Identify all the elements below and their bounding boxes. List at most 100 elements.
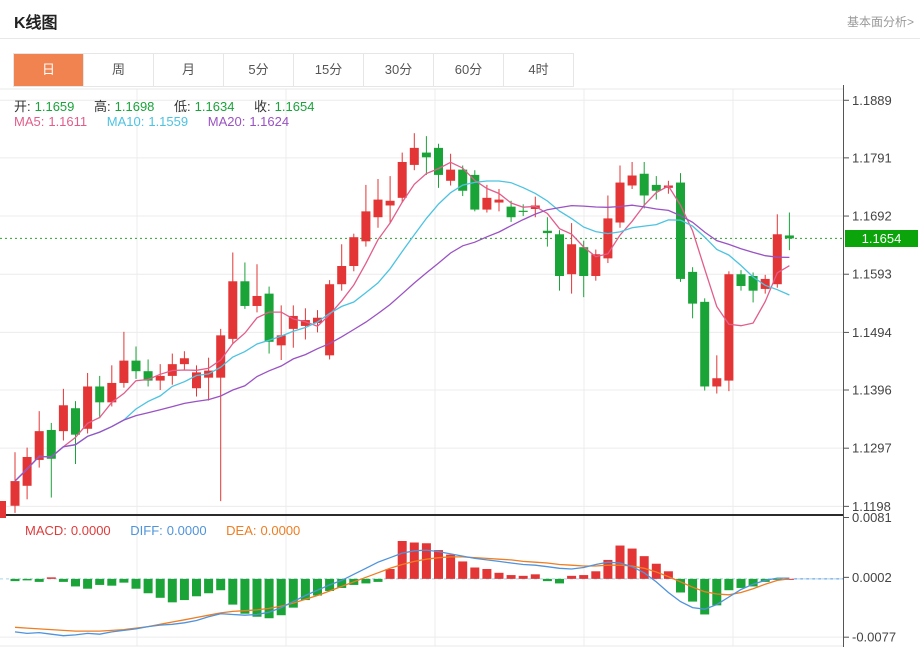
tab-month[interactable]: 月 [153, 54, 223, 86]
macd-bar [615, 545, 625, 579]
macd-bar [361, 578, 371, 584]
candle-body [397, 161, 407, 198]
candle-body [494, 199, 504, 203]
diff-value: 0.0000 [166, 523, 207, 538]
macd-label: MACD: [25, 523, 67, 538]
dea-value: 0.0000 [260, 523, 301, 538]
macd-bar [119, 578, 129, 583]
tab-day[interactable]: 日 [14, 54, 83, 86]
macd-bar [434, 550, 443, 579]
low-value: 1.1634 [194, 99, 235, 114]
macd-bar [567, 575, 577, 579]
candle-body [337, 266, 347, 285]
macd-bar [313, 578, 322, 596]
candle-body [784, 235, 794, 239]
macd-bar [530, 574, 540, 579]
candle-body [748, 275, 758, 291]
candle-body [567, 244, 577, 275]
candle-body [252, 295, 262, 306]
macd-bar [10, 578, 20, 582]
macd-bar [494, 572, 504, 579]
macd-bar [639, 556, 649, 579]
y-tick-label: 1.1198 [852, 499, 891, 514]
candle-body [155, 375, 165, 381]
macd-tick-label: 0.0081 [852, 510, 892, 525]
candle-body [712, 378, 722, 387]
candle-body [506, 206, 516, 218]
candle-body [434, 147, 443, 175]
macd-bar [34, 578, 44, 582]
macd-bar [542, 578, 552, 582]
macd-bar [712, 578, 722, 606]
macd-bar [264, 578, 274, 619]
macd-bar [458, 561, 468, 579]
high-label: 高: [94, 99, 111, 114]
macd-bar [155, 578, 165, 598]
tab-week[interactable]: 周 [83, 54, 153, 86]
tab-30min[interactable]: 30分 [363, 54, 433, 86]
macd-bar [337, 578, 347, 588]
macd-bar [724, 578, 734, 591]
page-title: K线图 [14, 15, 58, 32]
macd-bar [482, 569, 492, 579]
y-tick-label: 1.1297 [852, 441, 892, 456]
candle-body [579, 247, 589, 276]
ma20-line [14, 204, 790, 482]
macd-bar [421, 543, 431, 579]
candle-body [760, 278, 770, 289]
tab-60min[interactable]: 60分 [433, 54, 503, 86]
macd-bar [300, 578, 310, 601]
close-label: 收: [254, 99, 271, 114]
candle-body [470, 174, 480, 210]
macd-bar [603, 559, 613, 579]
price-axis: 1.1889 1.1791 1.1692 1.1593 1.1494 1.1396 1.12… [843, 85, 896, 647]
macd-bar [663, 571, 673, 579]
tab-15min[interactable]: 15分 [293, 54, 363, 86]
candle-body [143, 371, 153, 381]
candle-body [482, 197, 492, 210]
macd-bar [651, 563, 661, 579]
macd-bar [748, 578, 758, 587]
tab-5min[interactable]: 5分 [223, 54, 293, 86]
tab-4hour[interactable]: 4时 [503, 54, 573, 86]
macd-bar [167, 578, 177, 603]
candle-body [58, 405, 68, 432]
macd-bar [204, 578, 214, 594]
candles-layer [10, 133, 794, 513]
candle-body [688, 271, 698, 304]
candle-body [349, 237, 359, 267]
candle-body [409, 147, 419, 165]
y-tick-label: 1.1396 [852, 383, 892, 398]
candle-body [46, 429, 56, 459]
macd-bar [591, 571, 601, 579]
candle-body [107, 382, 117, 403]
candle-body [555, 234, 564, 276]
macd-bar [228, 578, 238, 605]
macd-bar [688, 578, 698, 602]
macd-bar [736, 578, 746, 588]
fundamental-analysis-link[interactable]: 基本面分析> [846, 15, 914, 29]
macd-bar [579, 575, 589, 579]
candle-body [313, 317, 322, 324]
candle-body [10, 481, 20, 506]
ma-legend: MA5: 1.1611 MA10: 1.1559 MA20: 1.1624 [14, 114, 293, 129]
macd-bar [397, 540, 407, 579]
macd-bar [700, 578, 710, 615]
candle-body [639, 173, 649, 196]
ma5-line [14, 161, 790, 482]
ma5-value: 1.1611 [48, 114, 88, 129]
candle-body [131, 360, 141, 372]
macd-bar [409, 542, 419, 579]
macd-bar [627, 548, 637, 579]
macd-bar [288, 578, 298, 608]
macd-bar [179, 578, 189, 601]
candle-body [651, 184, 661, 191]
ma10-label: MA10: [106, 114, 145, 129]
candle-body [591, 254, 601, 276]
macd-bar [252, 578, 262, 617]
candle-body [700, 301, 710, 387]
candle-body [179, 358, 189, 365]
macd-legend: MACD: 0.0000 DIFF: 0.0000 DEA: 0.0000 [25, 523, 304, 538]
